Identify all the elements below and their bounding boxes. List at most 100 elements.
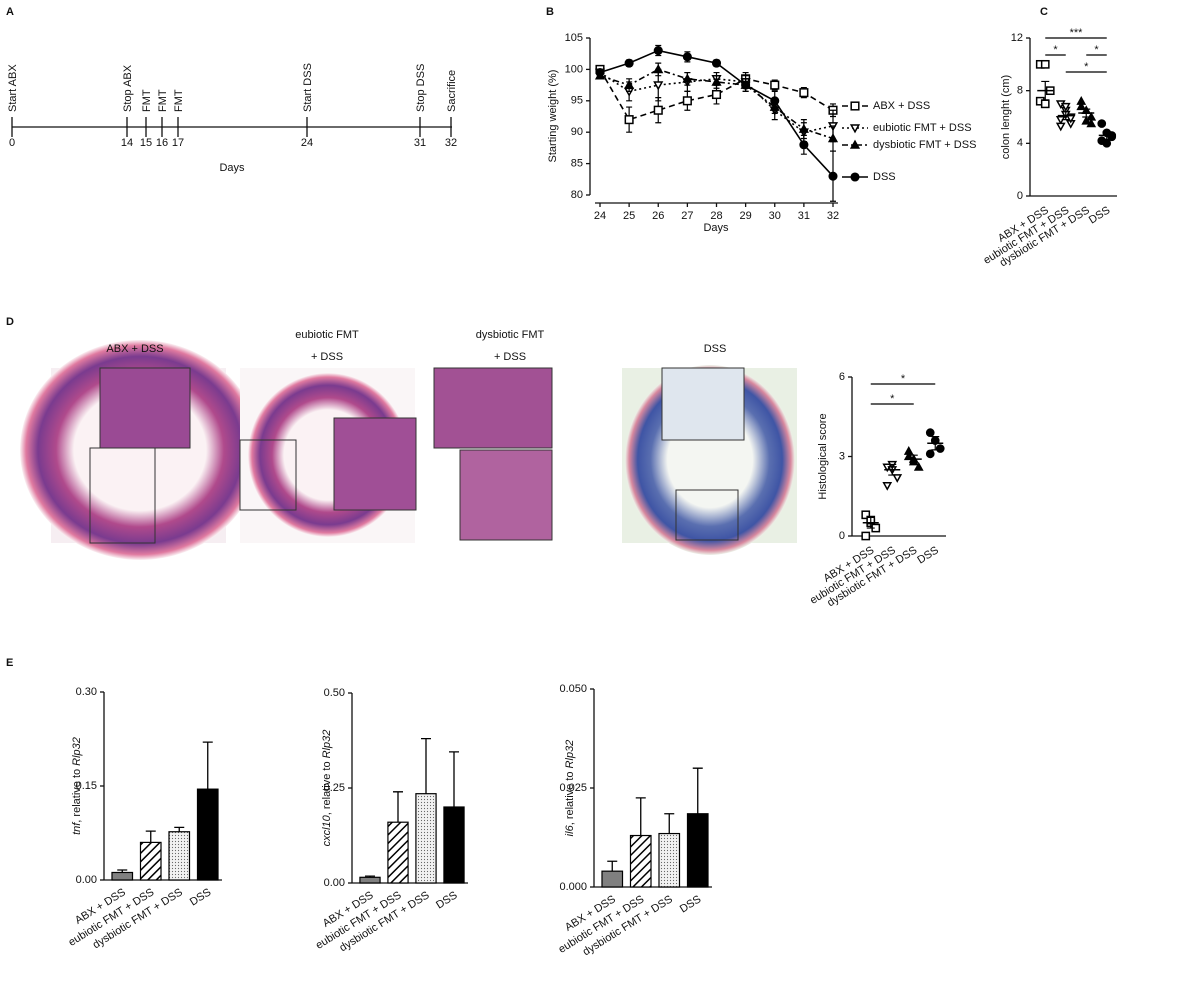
marker [1076,101,1087,111]
y-label-part: , relative to [71,766,83,823]
marker [925,428,935,437]
sem-bar [931,436,940,451]
timeline-day: 16 [156,137,168,149]
marker [1040,99,1050,109]
x-tick-label: 32 [827,210,839,222]
inset-frame [89,447,156,544]
histology-title: ABX + DSS [106,343,163,355]
bar [658,832,681,888]
panel-label: D [6,316,14,328]
y-tick-label: 3 [839,450,845,462]
histology-title: + DSS [494,351,526,363]
timeline-event: FMT [157,89,169,112]
significance-label: * [1094,44,1099,56]
timeline-day: 0 [9,137,15,149]
legend-marker [849,124,861,134]
marker [624,58,634,68]
error-bar [174,826,185,832]
marker [798,123,809,133]
x-tick-label: DSS [434,889,460,911]
panel-label: B [546,6,554,18]
x-tick-label: 29 [740,210,752,222]
x-tick-label: 26 [652,210,664,222]
marker [741,80,751,90]
y-tick-label: 0 [1017,190,1023,202]
series-line [599,68,834,121]
bar [111,871,134,881]
y-tick-label: 0.00 [324,877,345,889]
timeline-event: Sacrifice [446,70,458,112]
y-tick-label: 12 [1011,32,1023,44]
marker [682,73,693,83]
y-tick-label: 0.30 [76,686,97,698]
inset-frame [239,439,297,511]
x-tick-label: 25 [623,210,635,222]
bar [601,870,624,888]
y-tick-label: 0.025 [559,782,587,794]
marker [925,449,935,459]
inset [459,449,553,541]
error-bar [607,860,618,872]
error-bar [692,767,703,814]
bar [359,876,381,884]
x-tick-label: 27 [681,210,693,222]
y-label-part: , relative to [321,758,333,815]
timeline-day: 31 [414,137,426,149]
inset [333,417,417,511]
marker [711,76,722,86]
legend-label: dysbiotic FMT + DSS [873,139,976,151]
marker [935,444,945,453]
y-tick-label: 6 [839,371,845,383]
x-tick-label: DSS [678,893,704,915]
bar [196,788,219,881]
histology-images [20,340,797,560]
y-tick-label: 105 [565,32,583,44]
marker [892,474,903,483]
y-label-part: il6 [564,824,576,836]
marker [861,531,871,541]
y-tick-label: 95 [571,95,583,107]
panel-label: E [6,657,13,669]
x-tick-label: DSS [1087,204,1113,226]
panel-label: A [6,6,14,18]
marker [711,58,722,68]
y-tick-label: 85 [571,158,583,170]
y-label-part: cxcl10 [321,814,333,846]
timeline-event: Start ABX [7,64,19,112]
legend-marker [850,172,860,182]
marker [799,140,809,150]
legend-label: DSS [873,171,896,183]
x-tick-label: DSS [915,544,941,566]
bar [443,806,465,884]
timeline-day: 14 [121,137,133,149]
error-bar [449,751,459,807]
x-tick-label: 28 [710,210,722,222]
significance-label: * [901,373,906,385]
marker [1081,115,1092,125]
sem-bar [909,454,918,464]
marker [1102,138,1112,148]
marker [653,64,664,74]
significance-label: * [1053,44,1058,56]
error-bar [664,813,675,834]
histology-title: dysbiotic FMT [476,329,545,341]
marker [770,80,780,90]
y-tick-label: 0.15 [76,780,97,792]
error-bar [635,797,646,836]
tissue [20,340,260,560]
y-tick-label: 0.000 [559,881,587,893]
error-bar [145,830,156,843]
y-tick-label: 4 [1017,137,1023,149]
y-axis-label: colon lenght (cm) [1000,75,1012,159]
marker [624,79,635,89]
y-axis-label: tnf, relative to Rlp32 [71,737,83,835]
legend-label: ABX + DSS [873,100,930,112]
y-label-part: tnf [71,822,83,835]
y-label-part: Rlp32 [321,730,333,759]
marker [682,96,692,106]
x-tick-label: 24 [594,210,606,222]
marker [595,67,605,78]
inset [661,367,745,441]
y-axis-label: cxcl10, relative to Rlp32 [321,730,333,847]
inset [99,367,191,449]
